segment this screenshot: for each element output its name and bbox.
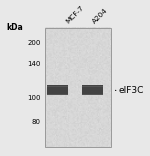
Text: 200: 200 xyxy=(27,40,40,46)
Text: A204: A204 xyxy=(92,7,109,25)
Bar xyxy=(47,86,68,87)
Bar xyxy=(47,85,68,95)
Bar xyxy=(45,28,111,147)
Text: eIF3C: eIF3C xyxy=(116,86,144,95)
Bar xyxy=(45,28,111,147)
Text: kDa: kDa xyxy=(6,23,23,32)
Text: 140: 140 xyxy=(27,61,40,67)
Text: MCF-7: MCF-7 xyxy=(64,5,85,25)
Bar xyxy=(82,86,103,87)
Bar xyxy=(47,94,68,95)
Text: 100: 100 xyxy=(27,95,40,101)
Bar xyxy=(82,85,103,95)
Bar xyxy=(82,94,103,95)
Text: 80: 80 xyxy=(32,119,40,125)
